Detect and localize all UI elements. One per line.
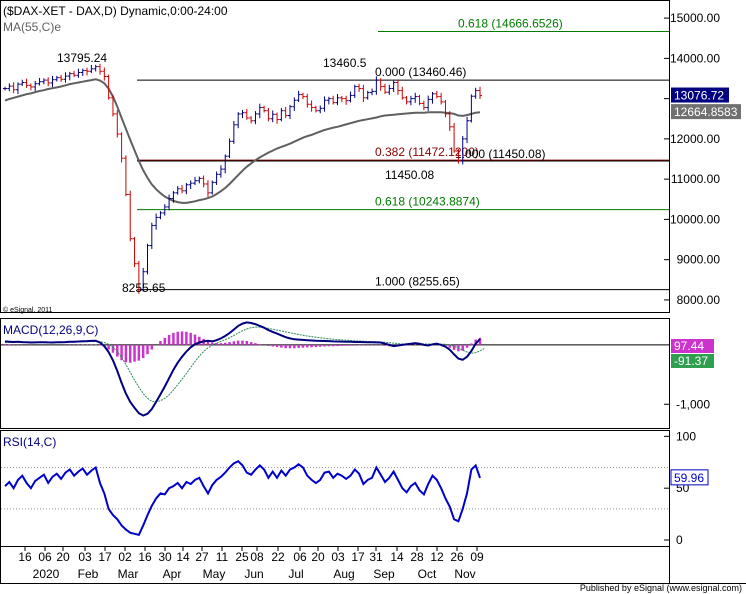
ma-value-badge-label: 12664.8583 — [674, 105, 738, 119]
price-annotation: 13460.5 — [323, 56, 367, 70]
last-price-badge — [671, 87, 729, 103]
x-day-label: 09 — [470, 550, 484, 564]
x-day-label: 06 — [293, 550, 307, 564]
x-day-label: 16 — [18, 550, 32, 564]
price-annotation: 13795.24 — [57, 51, 107, 65]
price-ytick-label: 9000.00 — [677, 253, 721, 267]
ma-value-badge — [671, 104, 741, 120]
x-day-label: 03 — [78, 550, 92, 564]
x-day-label: 03 — [331, 550, 345, 564]
signal-value-label: -91.37 — [674, 354, 708, 368]
price-annotation: 11450.08 — [385, 168, 434, 182]
price-panel: 8000.00 9000.00 10000.00 11000.00 12000.00 13… — [3, 11, 741, 307]
fib-label: 0.000 (13460.46) — [375, 65, 466, 79]
x-day-label: 20 — [56, 550, 70, 564]
rsi-value-label: 59.96 — [674, 471, 704, 485]
x-day-label: 31 — [369, 550, 383, 564]
last-price-badge-label: 13076.72 — [674, 89, 724, 103]
x-day-label: 20 — [311, 550, 325, 564]
x-month-label: Nov — [454, 567, 475, 581]
x-month-label: Jun — [244, 567, 263, 581]
rsi-ytick-label: 0 — [676, 533, 683, 547]
rsi-ytick-label: 100 — [676, 429, 696, 443]
x-day-label: 22 — [271, 550, 285, 564]
macd-signal-line — [4, 326, 485, 403]
price-panel-frame — [0, 0, 670, 313]
price-ytick-label: 15000.00 — [670, 11, 720, 25]
macd-value-label: 97.44 — [674, 339, 704, 353]
fib-label: 1.000 (8255.65) — [375, 275, 460, 289]
price-annotation: 8255.65 — [122, 281, 166, 295]
x-day-label: 17 — [98, 550, 112, 564]
x-day-label: 08 — [250, 550, 264, 564]
ma-line — [4, 78, 481, 204]
price-ytick-label: 8000.00 — [677, 293, 721, 307]
macd-line — [4, 321, 481, 417]
x-day-label: 14 — [176, 550, 190, 564]
x-day-label: 16 — [138, 550, 152, 564]
x-month-label: Oct — [418, 567, 437, 581]
x-day-label: 14 — [390, 550, 404, 564]
rsi-panel-frame — [0, 430, 670, 547]
macd-value-badge — [671, 339, 714, 353]
x-day-label: 28 — [410, 550, 424, 564]
x-month-label: Aug — [333, 567, 354, 581]
fib-label: 0.618 (14666.6526) — [458, 17, 563, 31]
support-line-label: 1.000 (11450.08) — [455, 147, 546, 161]
fib-label: 0.618 (10243.8874) — [375, 195, 480, 209]
x-day-label: 11 — [216, 550, 229, 564]
rsi-line — [4, 459, 481, 536]
x-day-label: 17 — [351, 550, 365, 564]
macd-panel-frame — [0, 318, 670, 429]
copyright-label: © eSignal, 2011 — [3, 306, 53, 314]
ma-indicator-label: MA(55,C)e — [3, 20, 61, 34]
x-day-label: 02 — [118, 550, 132, 564]
x-day-label: 06 — [38, 550, 52, 564]
fib-label: 0.382 (11472.1200) — [375, 145, 479, 159]
x-month-label: 2020 — [33, 567, 60, 581]
price-ytick-label: 12000.00 — [670, 132, 720, 146]
x-month-label: May — [203, 567, 226, 581]
x-month-label: Sep — [373, 567, 395, 581]
x-day-label: 30 — [158, 550, 172, 564]
x-day-label: 12 — [430, 550, 444, 564]
chart-title: ($DAX-XET - DAX,D) Dynamic,0:00-24:00 — [3, 4, 228, 18]
price-ytick-label: 14000.00 — [670, 51, 720, 65]
footer-publisher: Published by eSignal (www.esignal.com) — [580, 583, 742, 593]
x-axis: 16 06 20 03 17 02 16 30 14 27 11 25 08 22 06 20 03 17 31 14… — [18, 547, 484, 581]
macd-title: MACD(12,26,9,C) — [3, 323, 98, 337]
signal-value-badge — [671, 354, 714, 368]
rsi-title: RSI(14,C) — [3, 435, 56, 449]
x-month-label: Mar — [118, 567, 139, 581]
x-month-label: Feb — [78, 567, 99, 581]
macd-ytick-label: -1,000 — [676, 397, 710, 411]
rsi-value-badge — [670, 469, 709, 486]
price-ytick-label: 10000.00 — [670, 212, 720, 226]
macd-panel: -1,000 97.44-91.37 — [1, 321, 714, 417]
price-ytick-label: 11000.00 — [671, 172, 720, 186]
x-month-label: Jul — [288, 567, 303, 581]
x-day-label: 26 — [450, 550, 464, 564]
x-day-label: 25 — [235, 550, 249, 564]
x-day-label: 27 — [195, 550, 209, 564]
x-month-label: Apr — [163, 567, 182, 581]
